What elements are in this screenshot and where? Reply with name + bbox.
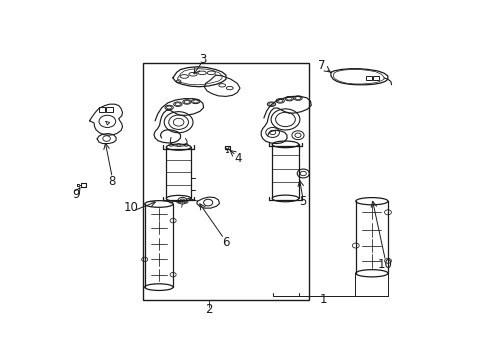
Text: 4: 4 [234,152,242,165]
Text: 7: 7 [318,59,325,72]
Bar [142,63,309,300]
Text: 2: 2 [205,303,212,316]
Text: 5: 5 [299,195,306,208]
Text: 3: 3 [199,53,206,66]
Text: 8: 8 [108,175,116,188]
Bar [373,76,379,80]
Text: 10: 10 [123,201,139,214]
Text: 9: 9 [72,188,79,201]
Bar [99,107,105,112]
Bar [106,107,113,112]
Text: 1: 1 [319,293,326,306]
Bar [365,76,371,80]
Text: 6: 6 [222,236,229,249]
Text: 10: 10 [377,258,392,271]
